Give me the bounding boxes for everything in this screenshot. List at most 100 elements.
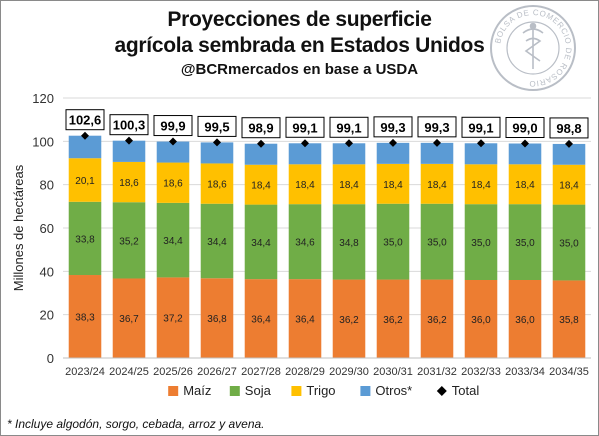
total-label-box [241,117,281,139]
bar-segment-otros [464,143,498,165]
bar-data-label: 35,0 [383,238,403,249]
chart-subtitle: @BCRmercados en base a USDA [180,61,419,78]
legend-swatch-total [436,386,447,396]
bar-segment-soja [112,202,146,279]
bar-data-label: 18,4 [251,181,271,192]
legend-entry: Total [452,383,480,398]
total-label-box [329,116,369,138]
legend-entry: Soja [245,383,272,398]
bar-data-label: 18,6 [207,180,227,191]
footnote: * Incluye algodón, sorgo, cebada, arroz … [7,417,265,431]
chart-title-line-1: Proyecciones de superficie [167,8,432,31]
bar-segment-otros [376,142,410,164]
bar-data-label: 18,6 [119,178,139,189]
total-marker [257,139,265,148]
bar-segment-soja [552,204,586,281]
bar-data-label: 36,4 [295,315,315,326]
bar-segment-otros [200,142,234,164]
bar-data-label: 18,4 [295,180,315,191]
bar-data-label: 18,4 [471,180,491,191]
bar-data-label: 34,4 [207,237,227,248]
bar-segment-maz [376,279,410,358]
total-data-label: 99,9 [160,119,185,134]
total-marker [345,139,353,148]
bar-data-label: 34,8 [339,238,359,249]
bar-segment-trigo [112,161,146,203]
bar-segment-otros [156,141,190,163]
bar-segment-maz [156,277,190,358]
total-data-label: 99,0 [512,121,537,136]
bar-segment-otros [420,142,454,164]
bar-segment-maz [244,279,278,358]
y-axis-title: Millones de hectáreas [11,164,26,291]
bar-segment-trigo [288,164,322,205]
total-marker [169,137,177,146]
bar-data-label: 18,4 [515,180,535,191]
bar-segment-otros [68,135,102,159]
x-tick-label: 2028/29 [285,366,325,378]
total-data-label: 99,1 [336,120,361,135]
bar-segment-maz [420,279,454,358]
x-tick-label: 2030/31 [373,366,413,378]
y-tick-label: 0 [47,351,54,366]
total-data-label: 99,1 [468,120,493,135]
total-label-box [285,116,325,138]
total-data-label: 98,8 [556,121,581,136]
bar-segment-otros [508,143,542,165]
x-tick-label: 2032/33 [461,366,501,378]
bar-segment-maz [552,280,586,358]
bar-data-label: 36,7 [119,314,139,325]
stacked-bar-chart: 0 20 40 60 80 100 120 Millones de hectáreas 38,3… [11,91,591,398]
bar-segment-soja [288,204,322,280]
x-tick-label: 2023/24 [65,366,105,378]
chart-title-block: Proyecciones de superficie agrícola semb… [1,7,598,81]
y-tick-label: 60 [40,221,54,236]
legend-swatch [168,386,179,396]
total-marker [433,138,441,147]
total-marker [521,139,529,148]
legend-swatch [291,386,302,396]
total-label-box [109,114,149,136]
bar-segment-trigo [376,163,410,204]
x-tick-label: 2026/27 [197,366,237,378]
bar-data-label: 33,8 [75,234,95,245]
bar-data-label: 36,4 [251,315,271,326]
bar-data-label: 36,2 [339,315,359,326]
total-label-box [373,116,413,138]
bar-segment-maz [112,278,146,358]
bar-segment-maz [68,275,102,358]
bar-segment-trigo [156,162,190,203]
x-tick-label: 2031/32 [417,366,457,378]
bar-segment-maz [200,278,234,358]
bar-data-label: 38,3 [75,313,95,324]
chart-title-line-2: agrícola sembrada en Estados Unidos [114,34,485,57]
total-marker [477,139,485,148]
total-data-label: 99,5 [204,119,229,134]
bar-data-label: 18,4 [339,180,359,191]
bar-segment-soja [200,203,234,279]
bar-data-label: 34,4 [163,236,183,247]
bar-data-label: 20,1 [75,176,95,187]
bar-segment-trigo [508,164,542,205]
bar-segment-soja [376,203,410,280]
bar-data-label: 35,0 [515,238,535,249]
total-label-box [65,109,105,131]
bar-segment-soja [332,204,366,280]
x-tick-label: 2033/34 [505,366,545,378]
total-marker [389,138,397,147]
bar-data-label: 18,4 [559,181,579,192]
bar-data-label: 36,0 [515,315,535,326]
bar-segment-maz [464,280,498,358]
bar-segment-trigo [420,163,454,204]
bar-segment-otros [112,140,146,162]
bar-data-label: 18,4 [427,180,447,191]
total-label-box [549,117,589,139]
bar-segment-trigo [464,164,498,205]
bar-segment-soja [464,204,498,280]
y-tick-label: 40 [40,264,54,279]
total-marker [125,136,133,145]
bar-segment-trigo [552,164,586,205]
bar-data-label: 35,8 [559,315,579,326]
legend-swatch [360,386,371,396]
bar-data-label: 18,6 [163,179,183,190]
